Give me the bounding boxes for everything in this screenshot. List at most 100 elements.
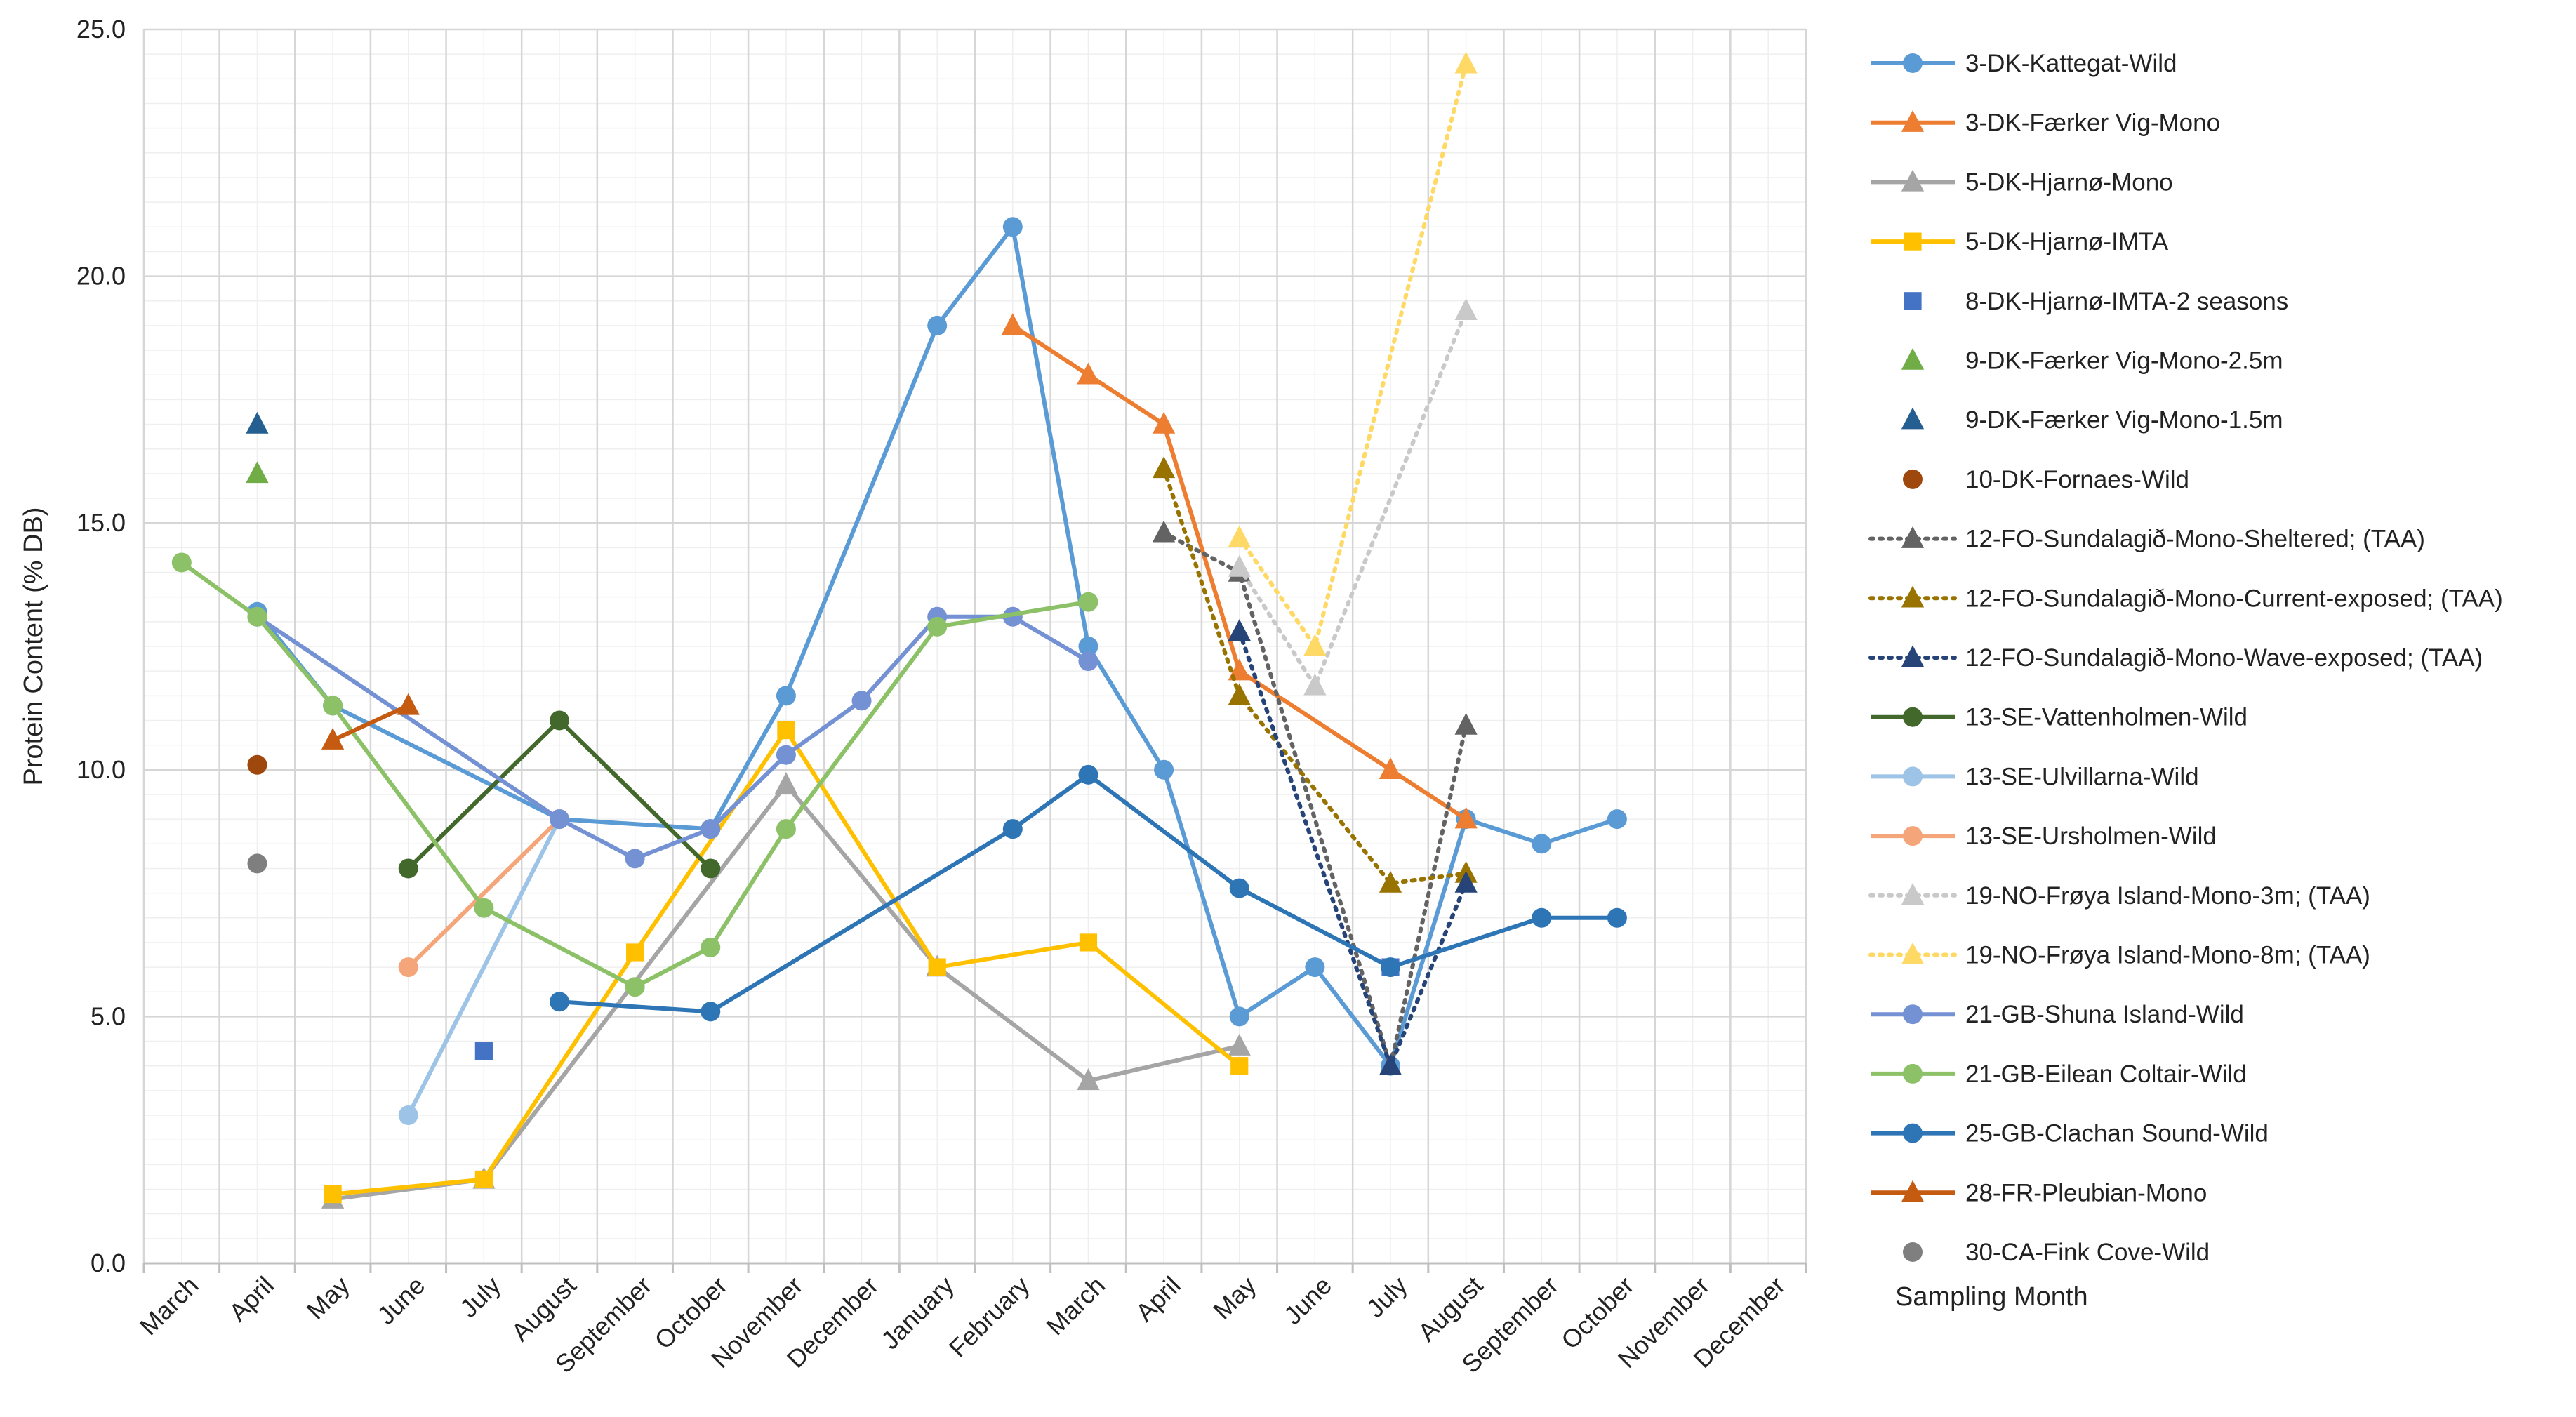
- y-tick-label: 25.0: [77, 15, 126, 44]
- series-8: [247, 754, 267, 775]
- legend-marker: [1903, 766, 1923, 787]
- y-tick-label: 5.0: [91, 1002, 126, 1030]
- data-point: [1229, 1006, 1249, 1027]
- legend-marker: [1903, 469, 1923, 489]
- data-point: [777, 721, 795, 740]
- x-tick-label: April: [223, 1271, 279, 1327]
- x-tick-label: June: [371, 1271, 430, 1330]
- legend-entry: 13-SE-Ulvillarna-Wild: [1871, 763, 2199, 790]
- data-point: [701, 858, 721, 879]
- x-tick-label: July: [1360, 1271, 1412, 1323]
- legend-marker: [1901, 407, 1925, 430]
- data-point: [246, 461, 269, 484]
- data-point: [1078, 764, 1098, 785]
- legend-entry: 19-NO-Frøya Island-Mono-8m; (TAA): [1868, 942, 2370, 969]
- series-11: [1228, 619, 1478, 1075]
- data-point: [1379, 870, 1402, 893]
- data-point: [1152, 456, 1176, 479]
- data-point: [1229, 878, 1249, 898]
- data-point: [171, 552, 192, 573]
- data-point: [1379, 1053, 1402, 1075]
- data-point: [474, 1042, 493, 1060]
- data-point: [1078, 592, 1098, 612]
- series-18: [171, 552, 1098, 997]
- series-line: [559, 772, 1617, 1014]
- legend-marker: [1901, 526, 1925, 548]
- legend-marker: [1904, 292, 1922, 310]
- data-point: [1381, 957, 1400, 978]
- data-point: [246, 411, 269, 434]
- legend-label: 5-DK-Hjarnø-Mono: [1965, 168, 2173, 196]
- data-point: [550, 809, 569, 830]
- legend-entry: 19-NO-Frøya Island-Mono-3m; (TAA): [1868, 882, 2370, 910]
- series-line: [1162, 466, 1468, 886]
- legend-entry: 5-DK-Hjarnø-IMTA: [1871, 228, 2169, 255]
- data-point: [550, 992, 569, 1012]
- legend-entry: 21-GB-Shuna Island-Wild: [1871, 1001, 2244, 1028]
- data-point: [851, 691, 872, 711]
- data-point: [1078, 651, 1098, 672]
- legend-marker: [1901, 883, 1925, 905]
- data-point: [1002, 819, 1023, 839]
- y-tick-label: 20.0: [77, 262, 126, 291]
- legend-marker: [1901, 645, 1925, 667]
- legend-entry: 13-SE-Vattenholmen-Wild: [1871, 704, 2248, 731]
- x-tick-label: February: [943, 1271, 1035, 1363]
- series-line: [331, 703, 409, 743]
- data-point: [701, 1002, 721, 1022]
- series-line: [1162, 531, 1468, 1068]
- legend-entry: 30-CA-Fink Cove-Wild: [1903, 1239, 2210, 1266]
- data-point: [1454, 51, 1478, 74]
- legend-entry: 8-DK-Hjarnø-IMTA-2 seasons: [1904, 288, 2288, 315]
- series: [171, 51, 1627, 1209]
- data-point: [1228, 554, 1251, 577]
- x-tick-label: August: [1412, 1271, 1488, 1347]
- series-4: [324, 721, 1249, 1204]
- legend-marker: [1901, 169, 1925, 192]
- data-point: [1303, 673, 1327, 696]
- data-point: [1228, 619, 1251, 641]
- legend-marker: [1903, 1063, 1923, 1084]
- x-tick-label: August: [505, 1271, 581, 1347]
- legend-entry: 25-GB-Clachan Sound-Wild: [1871, 1120, 2269, 1147]
- data-point: [1379, 757, 1402, 780]
- legend-entry: 12-FO-Sundalagið-Mono-Current-exposed; (…: [1868, 585, 2503, 612]
- data-point: [247, 754, 267, 775]
- legend-label: 12-FO-Sundalagið-Mono-Wave-exposed; (TAA…: [1965, 644, 2483, 672]
- data-point: [625, 977, 645, 997]
- series-12: [398, 710, 721, 879]
- legend-label: 21-GB-Eilean Coltair-Wild: [1965, 1060, 2247, 1088]
- legend-label: 13-SE-Ursholmen-Wild: [1965, 823, 2217, 850]
- series-19: [550, 764, 1627, 1022]
- data-point: [1079, 933, 1098, 952]
- y-axis-title: Protein Content (% DB): [19, 507, 48, 785]
- data-point: [928, 958, 946, 976]
- data-point: [1532, 834, 1552, 854]
- data-point: [701, 937, 721, 957]
- legend-marker: [1901, 110, 1925, 132]
- legend-label: 19-NO-Frøya Island-Mono-8m; (TAA): [1965, 942, 2370, 969]
- data-point: [776, 819, 796, 839]
- data-point: [1303, 634, 1327, 656]
- legend-marker: [1903, 1123, 1923, 1143]
- legend-label: 13-SE-Ulvillarna-Wild: [1965, 763, 2199, 790]
- data-point: [1152, 520, 1176, 543]
- data-point: [1228, 525, 1251, 547]
- legend-entry: 5-DK-Hjarnø-Mono: [1871, 168, 2173, 196]
- data-point: [324, 1185, 342, 1204]
- series-line: [406, 817, 562, 969]
- data-point: [1228, 683, 1251, 705]
- data-point: [1078, 637, 1098, 656]
- data-point: [474, 898, 494, 918]
- legend-entry: 9-DK-Færker Vig-Mono-2.5m: [1901, 347, 2283, 375]
- legend-label: 8-DK-Hjarnø-IMTA-2 seasons: [1965, 288, 2288, 315]
- y-tick-label: 10.0: [77, 755, 126, 784]
- data-point: [397, 693, 420, 715]
- data-point: [398, 858, 418, 879]
- legend-label: 9-DK-Færker Vig-Mono-2.5m: [1965, 347, 2283, 375]
- legend-marker: [1903, 1242, 1923, 1262]
- data-point: [1532, 907, 1552, 928]
- y-tick-label: 0.0: [91, 1249, 126, 1277]
